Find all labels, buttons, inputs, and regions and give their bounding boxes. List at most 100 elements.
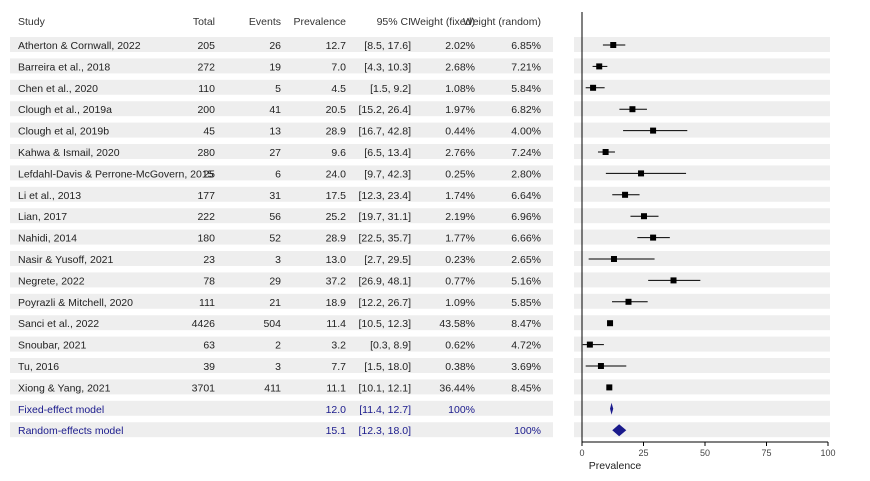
prevalence-value: 3.2 xyxy=(331,340,346,352)
ci-value: [1.5, 18.0] xyxy=(364,361,411,373)
events-value: 27 xyxy=(269,147,281,159)
estimate-square xyxy=(606,384,613,391)
study-label: Clough et al., 2019a xyxy=(18,104,112,116)
ci-value: [2.7, 29.5] xyxy=(364,254,411,266)
prevalence-value: 9.6 xyxy=(331,147,346,159)
x-tick-label: 50 xyxy=(700,448,710,458)
row-stripe-plot xyxy=(574,186,830,202)
row-stripe-table xyxy=(10,358,553,373)
events-value: 13 xyxy=(269,126,281,138)
events-value: 41 xyxy=(269,104,281,116)
prevalence-value: 12.0 xyxy=(326,404,347,416)
weight-fixed-value: 2.76% xyxy=(445,147,475,159)
summary-diamond xyxy=(610,402,614,415)
events-value: 26 xyxy=(269,40,281,52)
study-label: Lefdahl-Davis & Perrone-McGovern, 2015 xyxy=(18,168,214,180)
prevalence-value: 18.9 xyxy=(326,297,347,309)
row-stripe-plot xyxy=(574,400,830,416)
summary-diamond xyxy=(612,424,627,437)
row-stripe-plot xyxy=(574,37,830,52)
weight-fixed-value: 1.09% xyxy=(445,297,475,309)
ci-value: [9.7, 42.3] xyxy=(364,168,411,180)
weight-random-value: 6.64% xyxy=(511,190,541,202)
prevalence-value: 28.9 xyxy=(326,126,347,138)
weight-fixed-value: 1.74% xyxy=(445,190,475,202)
row-stripe-plot xyxy=(574,358,830,373)
estimate-square xyxy=(607,320,614,327)
prevalence-value: 25.2 xyxy=(326,211,347,223)
ci-value: [26.9, 48.1] xyxy=(358,275,411,287)
estimate-square xyxy=(602,149,609,155)
study-label: Xiong & Yang, 2021 xyxy=(18,382,111,394)
events-value: 6 xyxy=(275,168,281,180)
total-value: 39 xyxy=(203,361,215,373)
total-value: 63 xyxy=(203,340,215,352)
ci-value: [10.5, 12.3] xyxy=(358,318,411,330)
ci-value: [11.4, 12.7] xyxy=(359,404,411,416)
row-stripe-table xyxy=(10,79,553,95)
weight-fixed-value: 0.23% xyxy=(445,254,475,266)
x-tick-label: 25 xyxy=(638,448,648,458)
weight-fixed-value: 36.44% xyxy=(439,382,475,394)
ci-value: [8.5, 17.6] xyxy=(364,40,411,52)
row-stripe-plot xyxy=(574,165,830,181)
header-total: Total xyxy=(193,16,215,28)
events-value: 3 xyxy=(275,361,281,373)
ci-value: [16.7, 42.8] xyxy=(358,126,411,138)
study-label: Snoubar, 2021 xyxy=(18,340,86,352)
row-stripe-table xyxy=(10,144,553,159)
study-label: Atherton & Cornwall, 2022 xyxy=(18,40,141,52)
estimate-square xyxy=(596,63,603,70)
total-value: 205 xyxy=(197,40,215,52)
ci-value: [22.5, 35.7] xyxy=(358,233,411,245)
prevalence-value: 24.0 xyxy=(326,168,347,180)
row-stripe-table xyxy=(10,101,553,117)
total-value: 200 xyxy=(197,104,215,116)
study-label: Nasir & Yusoff, 2021 xyxy=(18,254,114,266)
weight-random-value: 6.96% xyxy=(511,211,541,223)
prevalence-value: 11.1 xyxy=(326,382,346,394)
row-stripe-table xyxy=(10,379,553,395)
row-stripe-table xyxy=(10,208,553,224)
weight-random-value: 6.82% xyxy=(511,104,541,116)
study-label: Tu, 2016 xyxy=(18,361,59,373)
weight-random-value: 4.00% xyxy=(511,126,541,138)
estimate-square xyxy=(597,363,604,369)
weight-random-value: 5.16% xyxy=(511,275,541,287)
row-stripe-table xyxy=(10,336,553,352)
total-value: 111 xyxy=(199,297,215,309)
weight-fixed-value: 2.19% xyxy=(445,211,475,223)
header-weight-random: Weight (random) xyxy=(463,16,541,28)
row-stripe-plot xyxy=(574,229,830,245)
row-stripe-table xyxy=(10,422,553,438)
total-value: 23 xyxy=(203,254,215,266)
row-stripe-table xyxy=(10,122,553,138)
row-stripe-plot xyxy=(574,379,830,395)
events-value: 3 xyxy=(275,254,281,266)
x-axis-title: Prevalence xyxy=(589,460,642,472)
events-value: 19 xyxy=(269,61,281,73)
row-stripe-table xyxy=(10,293,553,309)
events-value: 5 xyxy=(275,83,281,95)
events-value: 31 xyxy=(269,190,281,202)
weight-fixed-value: 100% xyxy=(448,404,475,416)
study-label: Poyrazli & Mitchell, 2020 xyxy=(18,297,133,309)
prevalence-value: 4.5 xyxy=(331,83,346,95)
study-label: Sanci et al., 2022 xyxy=(18,318,99,330)
header-weight-fixed: Weight (fixed) xyxy=(410,16,475,28)
row-stripe-plot xyxy=(574,79,830,95)
ci-value: [6.5, 13.4] xyxy=(364,147,411,159)
estimate-square xyxy=(622,191,629,198)
estimate-square xyxy=(670,277,677,284)
events-value: 411 xyxy=(264,382,281,394)
events-value: 29 xyxy=(269,275,281,287)
total-value: 177 xyxy=(197,190,215,202)
total-value: 110 xyxy=(198,83,215,95)
study-label: Chen et al., 2020 xyxy=(18,83,98,95)
prevalence-value: 37.2 xyxy=(326,275,347,287)
header-ci: 95% CI xyxy=(377,16,411,28)
events-value: 2 xyxy=(275,340,281,352)
total-value: 78 xyxy=(203,275,215,287)
weight-random-value: 7.24% xyxy=(511,147,541,159)
weight-random-value: 6.66% xyxy=(511,233,541,245)
